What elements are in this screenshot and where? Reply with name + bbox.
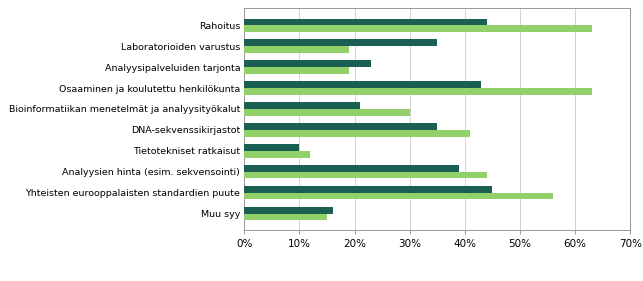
Bar — [244, 214, 327, 220]
Bar — [244, 67, 349, 74]
Bar — [244, 130, 470, 137]
Bar — [244, 25, 592, 32]
Bar — [244, 19, 487, 25]
Bar — [244, 186, 493, 193]
Bar — [244, 207, 332, 214]
Bar — [244, 39, 437, 46]
Bar — [244, 102, 360, 109]
Bar — [244, 151, 311, 158]
Bar — [244, 88, 592, 95]
Bar — [244, 109, 410, 116]
Bar — [244, 81, 482, 88]
Bar — [244, 123, 437, 130]
Bar — [244, 193, 553, 200]
Bar — [244, 165, 459, 172]
Bar — [244, 144, 300, 151]
Bar — [244, 172, 487, 178]
Bar — [244, 46, 349, 53]
Bar — [244, 60, 371, 67]
